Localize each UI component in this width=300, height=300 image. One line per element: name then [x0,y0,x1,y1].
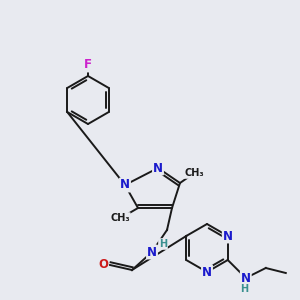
Text: N: N [241,272,251,284]
Text: O: O [98,259,108,272]
Text: H: H [240,284,248,294]
Text: N: N [120,178,130,191]
Text: N: N [202,266,212,278]
Text: N: N [223,230,233,242]
Text: N: N [147,245,157,259]
Text: F: F [84,58,92,71]
Text: N: N [153,161,163,175]
Text: H: H [159,239,167,249]
Text: CH₃: CH₃ [184,168,204,178]
Text: CH₃: CH₃ [110,213,130,223]
